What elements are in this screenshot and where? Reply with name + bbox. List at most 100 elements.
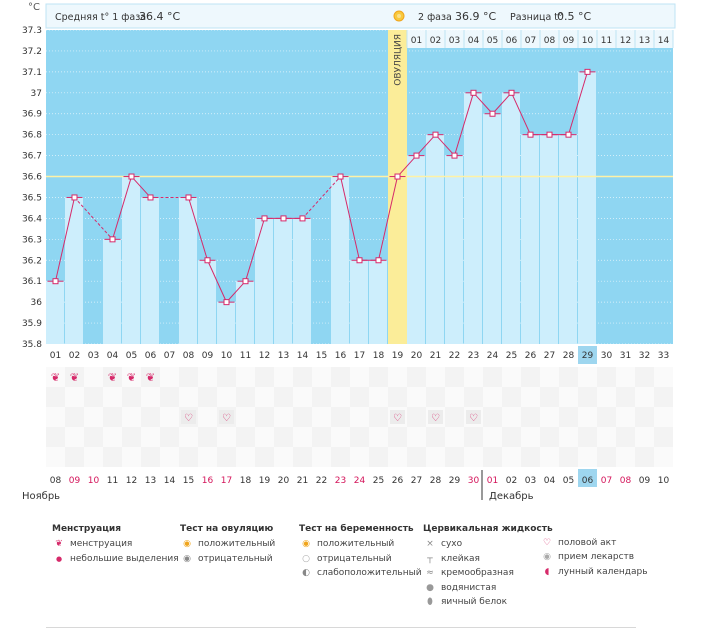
cycle-day-label: 14: [297, 351, 309, 361]
event-cell: [464, 367, 483, 387]
event-cell: [635, 427, 654, 447]
event-cell: [84, 447, 103, 467]
temperature-segment: [112, 176, 132, 240]
event-cell: [236, 407, 255, 427]
event-cell: [103, 447, 122, 467]
drop-icon: ❦: [70, 371, 79, 384]
cycle-day-label: 03: [88, 351, 99, 361]
cycle-day-label: 19: [392, 351, 404, 361]
highlight-date-background: [578, 469, 597, 487]
event-cell: [426, 427, 445, 447]
temperature-point: [527, 131, 534, 138]
event-cell: [217, 447, 236, 467]
calendar-date-label: 20: [278, 476, 290, 486]
phase2-day-label: 03: [449, 36, 460, 46]
calendar-date-label: 08: [620, 476, 632, 486]
event-cell: [141, 447, 160, 467]
phase2-day-label: 07: [525, 36, 536, 46]
temperature-point: [109, 236, 116, 243]
legend-pregnancy-test: Тест на беременность ◉ положительный ○ отр…: [299, 522, 422, 581]
event-cell: [635, 407, 654, 427]
event-cell: [540, 407, 559, 427]
event-cell: [255, 407, 274, 427]
event-cell: [65, 387, 84, 407]
event-cell: [502, 447, 521, 467]
cycle-day-label: 27: [544, 351, 555, 361]
temperature-segment: [435, 134, 455, 156]
calendar-date-label: 19: [259, 476, 271, 486]
sun-icon: ◉: [302, 539, 310, 550]
event-cell: [255, 387, 274, 407]
cycle-day-label: 22: [449, 351, 460, 361]
legend-other: ♡ половой акт ◉ прием лекарств ◖ лунный кал…: [540, 536, 648, 579]
small-drop-icon: ●: [55, 554, 63, 563]
cycle-day-label: 01: [50, 351, 61, 361]
legend-label: клейкая: [441, 553, 480, 564]
heart-cell: [428, 410, 443, 424]
legend-item: ♡ половой акт: [540, 536, 648, 550]
temperature-segment: [378, 176, 398, 261]
event-cell: [293, 367, 312, 387]
temperature-segment: [454, 92, 474, 156]
temperature-bar: [293, 218, 311, 344]
calendar-date-label: 02: [506, 476, 517, 486]
event-cell: [198, 447, 217, 467]
event-cell: [521, 367, 540, 387]
event-cell: [483, 367, 502, 387]
temperature-point: [470, 89, 477, 96]
header-diff-label: Разница t°: [510, 12, 563, 23]
temperature-point: [147, 194, 154, 201]
calendar-date-label: 12: [126, 476, 137, 486]
event-cell: [46, 447, 65, 467]
temperature-segment: [188, 197, 208, 261]
temperature-point: [261, 215, 268, 222]
temperature-bar: [46, 281, 64, 344]
cycle-day-label: 10: [221, 351, 233, 361]
calendar-date-label: 06: [582, 476, 594, 486]
heart-icon: ♡: [393, 413, 402, 424]
event-cell: [369, 407, 388, 427]
temperature-bar: [502, 92, 520, 344]
cycle-day-label: 21: [430, 351, 441, 361]
event-cell: [616, 407, 635, 427]
cycle-day-label: 13: [278, 351, 289, 361]
event-cell: [312, 407, 331, 427]
event-cell: [350, 427, 369, 447]
event-cell: [350, 407, 369, 427]
event-cell: [46, 387, 65, 407]
event-cell: [293, 387, 312, 407]
legend-label: водянистая: [441, 582, 497, 593]
event-cell: [578, 367, 597, 387]
temperature-line: [55, 71, 588, 303]
event-cell: [198, 387, 217, 407]
event-cell: [65, 407, 84, 427]
event-cell: [540, 427, 559, 447]
y-tick-label: 36.1: [22, 277, 42, 287]
temperature-point: [204, 257, 211, 264]
y-tick-label: 36.4: [22, 214, 42, 224]
sun-icon: ◉: [183, 539, 191, 550]
cycle-day-label: 02: [69, 351, 80, 361]
event-cell: [445, 387, 464, 407]
legend-item: × сухо: [423, 537, 553, 551]
phase2-day-label: 13: [639, 36, 650, 46]
calendar-date-labels: 08 09 10 11 12 13 14 15 16 17 18 19 20 21 22 23 24 25 26 27…: [50, 469, 669, 500]
cycle-day-label: 08: [183, 351, 195, 361]
temperature-point: [185, 194, 192, 201]
legend-item: ⬮ яичный белок: [423, 595, 553, 609]
legend-label: положительный: [198, 539, 276, 550]
event-cell: [502, 387, 521, 407]
cycle-day-label: 15: [316, 351, 327, 361]
temperature-point: [565, 131, 572, 138]
header-bar: [45, 3, 676, 29]
event-cell: [103, 367, 122, 387]
temperature-segment: [416, 134, 436, 156]
legend-item: ◉ отрицательный: [180, 552, 275, 566]
event-cell: [578, 447, 597, 467]
event-cell: [312, 427, 331, 447]
event-cell: [407, 387, 426, 407]
temperature-segment: [55, 197, 75, 282]
event-cell: [179, 367, 198, 387]
event-cell: [331, 407, 350, 427]
event-cell: [597, 407, 616, 427]
